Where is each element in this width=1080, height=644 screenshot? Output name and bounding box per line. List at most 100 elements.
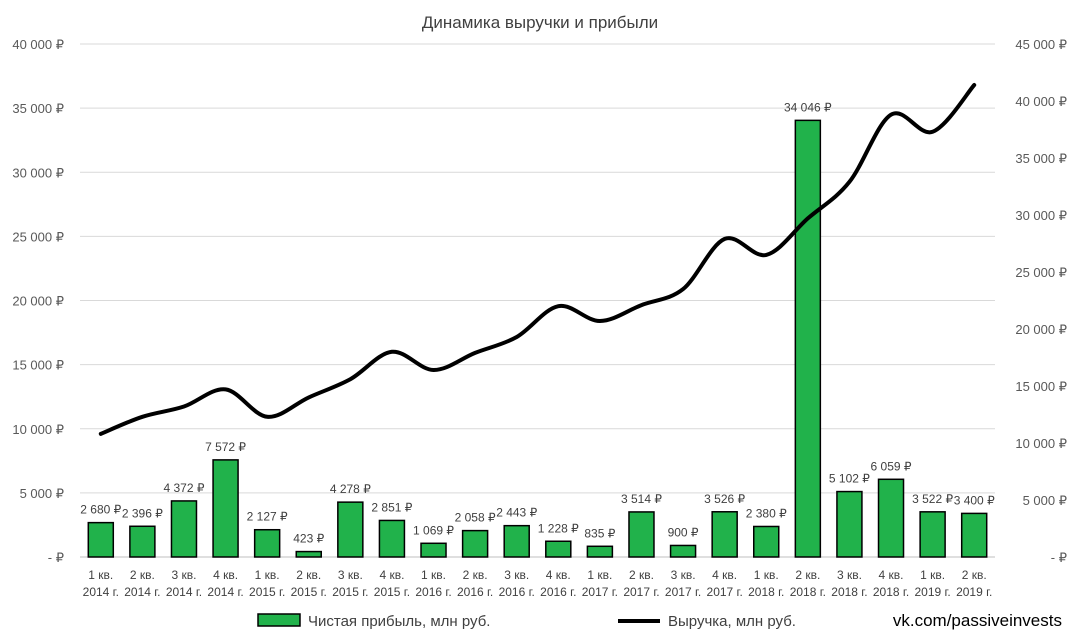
profit-data-label: 835 ₽ — [584, 526, 615, 540]
left-tick-label: 5 000 ₽ — [20, 486, 64, 501]
category-labels: 1 кв. 2014 г.2 кв. 2014 г.3 кв. 2014 г.4 кв… — [83, 568, 993, 599]
profit-bar — [753, 525, 780, 558]
right-tick-label: 15 000 ₽ — [1015, 379, 1067, 394]
category-label: 1 кв. 2017 г. — [582, 568, 618, 599]
revenue-point — [931, 130, 934, 133]
revenue-point — [890, 113, 892, 116]
right-tick-label: 35 000 ₽ — [1015, 151, 1067, 166]
profit-bar — [960, 512, 988, 558]
watermark: vk.com/passiveinvests — [893, 611, 1062, 630]
profit-bar — [420, 542, 447, 558]
profit-data-label: 2 851 ₽ — [371, 500, 412, 514]
category-label: 2 кв. 2019 г. — [956, 568, 992, 599]
category-label: 1 кв. 2018 г. — [748, 568, 784, 599]
profit-data-label: 5 102 ₽ — [829, 472, 870, 486]
profit-bar — [295, 550, 322, 558]
profit-data-label: 2 127 ₽ — [247, 510, 288, 524]
category-label: 1 кв. 2014 г. — [83, 568, 119, 599]
profit-bar — [586, 545, 614, 558]
profit-data-label: 423 ₽ — [293, 532, 324, 546]
revenue-point — [515, 336, 518, 338]
revenue-line-group — [98, 83, 977, 436]
right-tick-label: 10 000 ₽ — [1015, 436, 1067, 451]
revenue-point — [765, 254, 768, 256]
profit-data-label: 1 069 ₽ — [413, 523, 454, 537]
category-label: 4 кв. 2014 г. — [207, 568, 243, 599]
profit-data-label: 900 ₽ — [668, 525, 699, 539]
profit-bar — [461, 529, 489, 558]
profit-bars — [87, 119, 988, 558]
profit-data-label: 4 372 ₽ — [163, 481, 204, 495]
revenue-point — [723, 238, 726, 240]
revenue-point — [224, 388, 227, 391]
profit-data-label: 34 046 ₽ — [784, 100, 832, 114]
profit-bar — [170, 500, 198, 558]
left-tick-label: 10 000 ₽ — [12, 422, 64, 437]
right-tick-label: - ₽ — [1051, 550, 1067, 565]
profit-bar — [503, 524, 530, 558]
category-label: 4 кв. 2015 г. — [374, 568, 410, 599]
profit-bar — [794, 119, 822, 558]
category-label: 2 кв. 2014 г. — [124, 568, 160, 599]
left-axis-ticks: - ₽ 5 000 ₽ 10 000 ₽ 15 000 ₽ 20 000 ₽ 25 000… — [12, 37, 64, 565]
revenue-point — [141, 415, 144, 418]
profit-data-label: 2 380 ₽ — [746, 506, 787, 520]
category-label: 2 кв. 2016 г. — [457, 568, 493, 599]
right-tick-label: 20 000 ₽ — [1015, 322, 1067, 337]
right-tick-label: 25 000 ₽ — [1015, 265, 1067, 280]
revenue-point — [599, 320, 601, 322]
legend: Чистая прибыль, млн руб. Выручка, млн ру… — [257, 613, 796, 630]
profit-bar — [129, 525, 156, 558]
revenue-point — [99, 433, 102, 435]
profit-data-label: 7 572 ₽ — [205, 440, 246, 454]
revenue-point — [807, 217, 809, 220]
category-label: 3 кв. 2018 г. — [831, 568, 867, 599]
profit-bar — [877, 478, 905, 558]
revenue-point — [973, 84, 976, 86]
profit-bar — [87, 521, 115, 558]
profit-data-label: 3 514 ₽ — [621, 492, 662, 506]
category-label: 1 кв. 2019 г. — [914, 568, 950, 599]
profit-data-label: 2 058 ₽ — [455, 511, 496, 525]
category-label: 4 кв. 2017 г. — [707, 568, 743, 599]
profit-bar — [378, 519, 406, 558]
right-tick-label: 45 000 ₽ — [1015, 37, 1067, 52]
profit-data-label: 3 400 ₽ — [954, 493, 995, 507]
profit-bar — [669, 544, 697, 558]
right-tick-label: 30 000 ₽ — [1015, 208, 1067, 223]
profit-bar — [919, 511, 946, 558]
category-label: 1 кв. 2016 г. — [415, 568, 451, 599]
left-tick-label: - ₽ — [48, 550, 64, 565]
category-label: 2 кв. 2015 г. — [291, 568, 327, 599]
right-tick-label: 5 000 ₽ — [1023, 493, 1067, 508]
category-label: 4 кв. 2016 г. — [540, 568, 576, 599]
revenue-point — [266, 415, 268, 418]
profit-bar — [212, 459, 239, 558]
chart-title: Динамика выручки и прибыли — [422, 13, 658, 32]
category-label: 2 кв. 2017 г. — [623, 568, 659, 599]
profit-bar — [628, 511, 655, 558]
profit-data-label: 2 396 ₽ — [122, 506, 163, 520]
revenue-point — [682, 288, 684, 290]
revenue-point — [557, 305, 560, 308]
profit-data-label: 1 228 ₽ — [538, 521, 579, 535]
category-label: 3 кв. 2014 г. — [166, 568, 202, 599]
revenue-point — [432, 369, 435, 371]
category-label: 3 кв. 2016 г. — [499, 568, 535, 599]
profit-bar — [711, 511, 738, 558]
left-tick-label: 35 000 ₽ — [12, 101, 64, 116]
legend-label-revenue: Выручка, млн руб. — [668, 613, 796, 630]
legend-label-profit: Чистая прибыль, млн руб. — [308, 613, 490, 630]
profit-data-label: 3 522 ₽ — [912, 492, 953, 506]
left-tick-label: 20 000 ₽ — [12, 294, 64, 309]
category-label: 3 кв. 2015 г. — [332, 568, 368, 599]
category-label: 2 кв. 2018 г. — [790, 568, 826, 599]
left-tick-label: 40 000 ₽ — [12, 37, 64, 52]
revenue-point — [640, 304, 643, 306]
left-tick-label: 30 000 ₽ — [12, 165, 64, 180]
revenue-line — [98, 83, 977, 436]
revenue-point — [349, 378, 352, 380]
legend-swatch-profit — [257, 613, 301, 627]
profit-data-label: 2 680 ₽ — [80, 503, 121, 517]
